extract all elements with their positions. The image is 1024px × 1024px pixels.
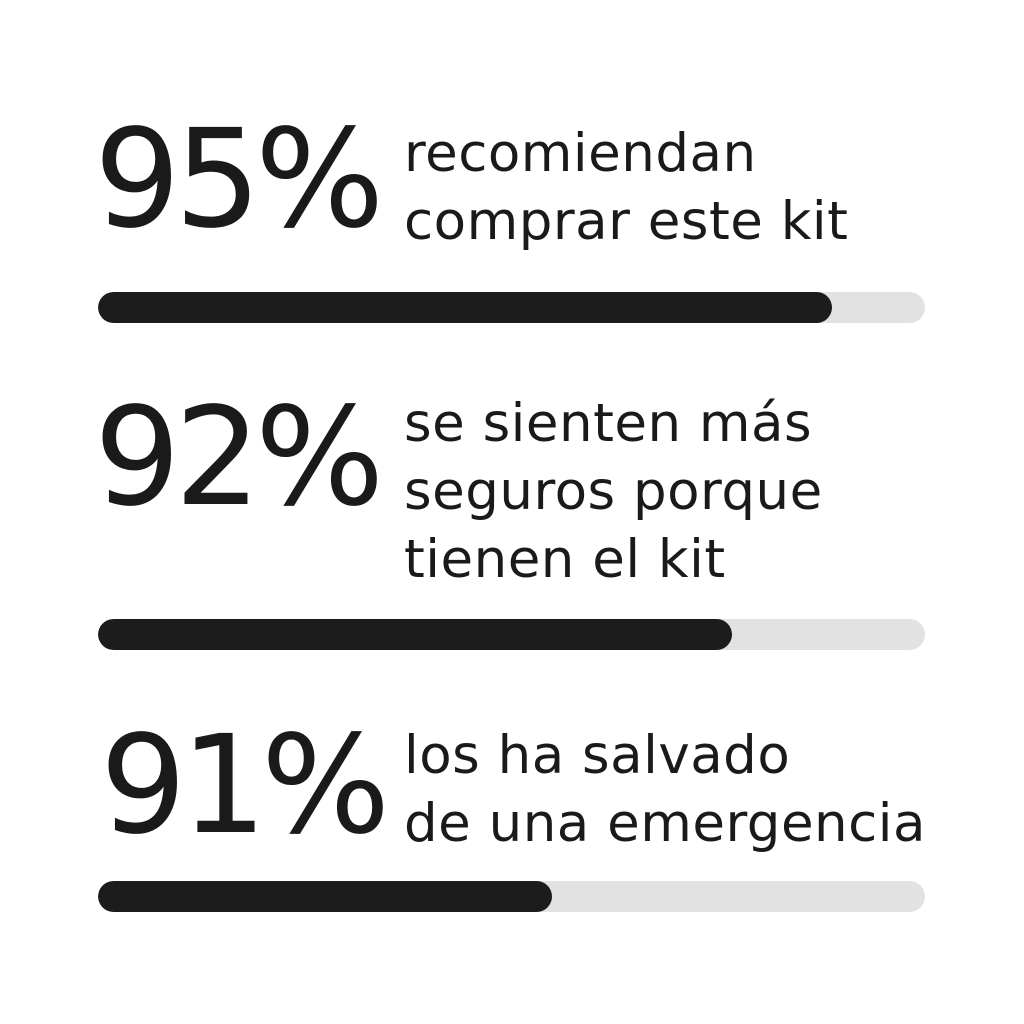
stat-description-line: de una emergencia [404, 793, 926, 854]
progress-bar-fill [98, 881, 553, 912]
stat-percentage: 92% [94, 379, 384, 537]
stat-description: recomiendan comprar este kit [404, 120, 848, 256]
stat-description-line: tienen el kit [404, 529, 726, 590]
progress-bar-track [98, 292, 925, 323]
stat-percentage: 91% [100, 707, 390, 865]
stat-description-line: comprar este kit [404, 191, 849, 252]
stat-description-line: recomiendan [404, 123, 757, 184]
stat-description-line: se sienten más [404, 393, 813, 454]
stat-description-line: seguros porque [404, 461, 823, 522]
stat-description: se sienten más seguros porque tienen el … [404, 390, 823, 594]
stat-percentage: 95% [94, 101, 384, 259]
progress-bar-fill [98, 619, 733, 650]
progress-bar-track [98, 881, 925, 912]
progress-bar-fill [98, 292, 833, 323]
stat-description: los ha salvado de una emergencia [404, 722, 926, 858]
stat-description-line: los ha salvado [404, 725, 791, 786]
progress-bar-track [98, 619, 925, 650]
